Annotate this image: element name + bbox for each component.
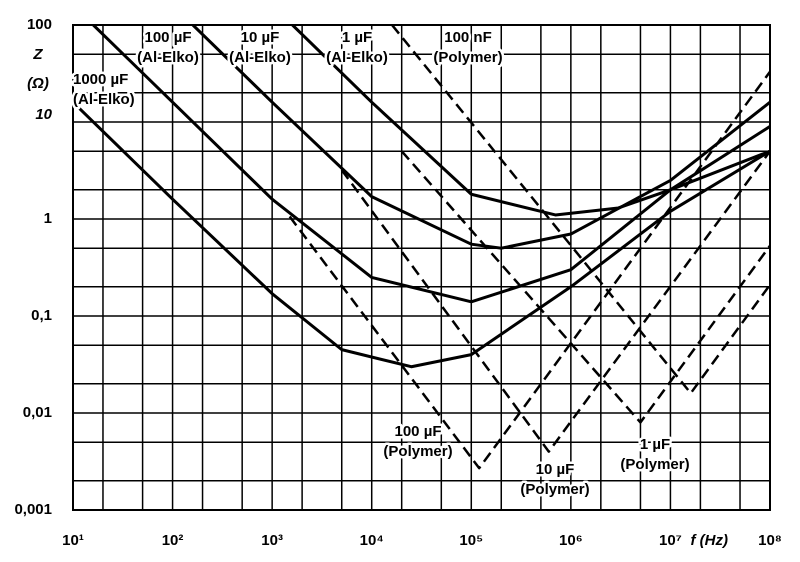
curve-label: 1 µF	[640, 436, 670, 453]
curve-label: (Al-Elko)	[326, 49, 388, 66]
y-tick-label: 0,01	[23, 404, 52, 421]
x-tick-label: 10⁸	[758, 532, 782, 549]
curve-label: (Al-Elko)	[73, 91, 135, 108]
y-tick-label: 0,001	[14, 501, 52, 518]
curve-label: (Polymer)	[433, 49, 502, 66]
y-axis-unit: (Ω)	[27, 75, 49, 92]
curve-label: (Al-Elko)	[137, 49, 199, 66]
impedance-curve	[400, 150, 770, 424]
plot-frame	[72, 24, 771, 511]
x-tick-label: 10⁷	[659, 532, 682, 549]
x-axis-label: f (Hz)	[691, 532, 729, 549]
impedance-curve	[288, 70, 770, 470]
curves	[73, 25, 770, 470]
labels: 10¹ 10² 10³ 10⁴ 10⁵ 10⁶ 10⁷ 10⁸ 0,001 0,01 0,1 1 10 1…	[14, 16, 781, 549]
curve-label: 1 µF	[342, 29, 372, 46]
x-tick-label: 10³	[261, 532, 283, 549]
impedance-curve	[340, 150, 770, 453]
curve-label: (Polymer)	[520, 481, 589, 498]
curve-label: 1000 µF	[73, 71, 128, 88]
impedance-curve	[92, 25, 770, 304]
y-tick-label: 1	[44, 210, 52, 227]
curve-label: 10 µF	[241, 29, 280, 46]
impedance-curve	[291, 25, 770, 217]
impedance-curve	[73, 101, 770, 369]
curve-label: 100 µF	[145, 29, 192, 46]
x-tick-label: 10¹	[62, 532, 84, 549]
y-tick-label: 10	[35, 106, 52, 123]
x-tick-label: 10²	[162, 532, 184, 549]
curve-label: 10 µF	[536, 461, 575, 478]
x-tick-label: 10⁶	[559, 532, 583, 549]
y-tick-label: 100	[27, 16, 52, 33]
impedance-curve	[391, 25, 770, 395]
curve-label: 100 nF	[444, 29, 492, 46]
curve-label: (Polymer)	[620, 456, 689, 473]
x-tick-label: 10⁴	[360, 532, 384, 549]
curve-label: (Al-Elko)	[229, 49, 291, 66]
curve-label: (Polymer)	[383, 443, 452, 460]
curve-label: 100 µF	[395, 423, 442, 440]
x-tick-label: 10⁵	[459, 532, 483, 549]
grid	[72, 24, 771, 511]
y-axis-label: Z	[32, 46, 43, 63]
y-tick-label: 0,1	[31, 307, 52, 324]
